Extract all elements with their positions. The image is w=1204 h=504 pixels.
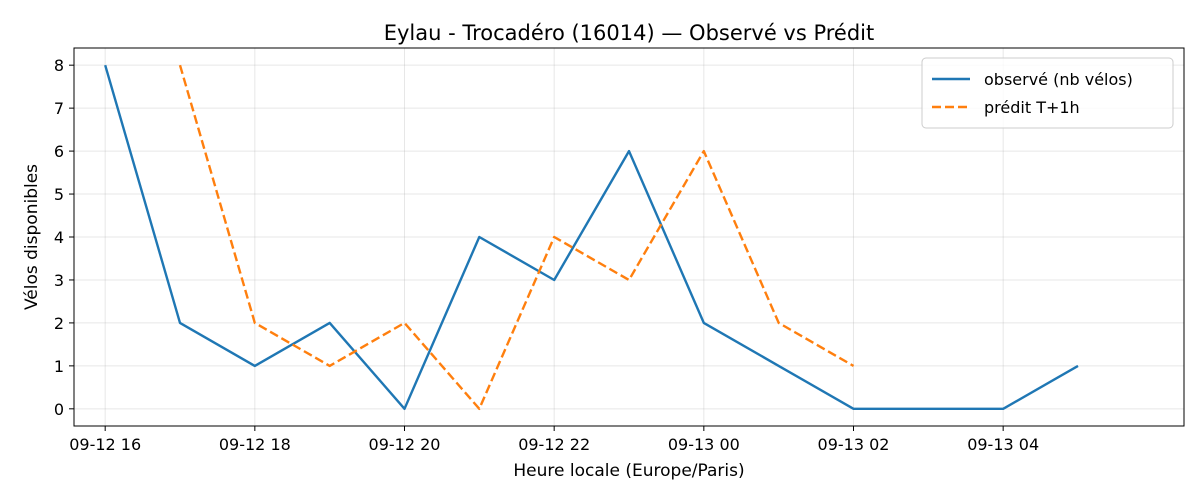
series-line-predicted xyxy=(178,64,855,410)
legend-label: observé (nb vélos) xyxy=(984,70,1133,89)
x-tick-label: 09-12 20 xyxy=(369,435,441,454)
y-tick-label: 5 xyxy=(54,185,64,204)
y-tick-label: 8 xyxy=(54,56,64,75)
x-tick-label: 09-13 00 xyxy=(668,435,740,454)
x-tick-label: 09-12 18 xyxy=(219,435,291,454)
y-axis: 0 1 2 3 4 5 6 7 8 xyxy=(54,56,74,419)
x-axis-label: Heure locale (Europe/Paris) xyxy=(513,461,744,481)
y-tick-label: 6 xyxy=(54,142,64,161)
x-tick-label: 09-13 02 xyxy=(818,435,890,454)
y-tick-label: 7 xyxy=(54,99,64,118)
legend-box xyxy=(921,57,1174,129)
series-layer xyxy=(104,64,1079,410)
y-tick-label: 0 xyxy=(54,400,64,419)
x-tick-label: 09-12 22 xyxy=(518,435,590,454)
x-tick-label: 09-12 16 xyxy=(69,435,141,454)
y-axis-label: Vélos disponibles xyxy=(22,164,42,310)
legend: observé (nb vélos) prédit T+1h xyxy=(921,57,1174,129)
y-tick-label: 1 xyxy=(54,357,64,376)
y-tick-label: 3 xyxy=(54,271,64,290)
legend-label: prédit T+1h xyxy=(984,98,1080,117)
x-axis: 09-12 16 09-12 18 09-12 20 09-12 22 09-13 00… xyxy=(69,426,1039,454)
y-tick-label: 2 xyxy=(54,314,64,333)
chart-title: Eylau - Trocadéro (16014) — Observé vs P… xyxy=(384,21,875,45)
series-line-observed xyxy=(104,64,1079,410)
y-tick-label: 4 xyxy=(54,228,64,247)
x-tick-label: 09-13 04 xyxy=(967,435,1039,454)
